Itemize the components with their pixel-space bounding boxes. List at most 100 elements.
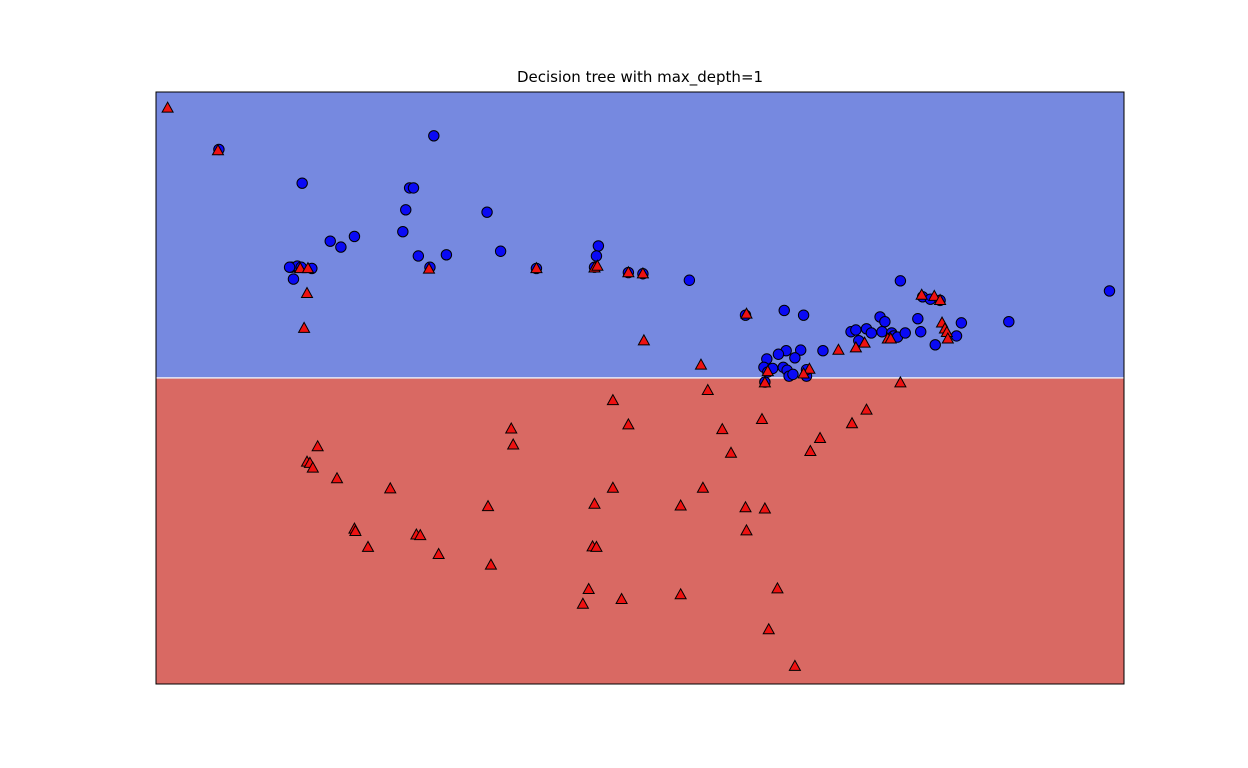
triangle-point [933,293,947,306]
triangle-point [481,499,495,512]
triangle-point [674,498,688,511]
circle-point [772,348,785,360]
triangle-point [161,101,174,113]
triangle-point [590,540,603,552]
triangle-point [637,333,651,346]
circle-point [789,352,801,364]
triangle-point [927,289,941,301]
triangle-point [622,265,635,278]
plot-frame [155,91,1125,685]
circle-point [400,204,412,216]
decision-regions [156,92,1124,684]
triangle-point [211,143,225,156]
triangle-point [755,412,769,425]
triangle-point [758,501,772,514]
triangle-point [361,540,375,552]
triangle-point [484,558,498,570]
triangle-point [701,383,715,396]
triangle-point [832,343,845,355]
triangle-point [576,597,590,609]
circle-point [407,182,420,194]
triangle-point [771,581,784,594]
triangle-point [762,622,776,635]
triangle-point [915,288,929,300]
chart-title: Decision tree with max_depth=1 [516,68,764,86]
triangle-point [432,547,446,560]
region-red [156,377,1124,684]
circle-point [397,226,409,238]
triangle-point [739,500,752,513]
triangle-point [694,358,708,370]
circle-point [683,274,696,286]
triangle-point [803,362,816,374]
circle-point [494,245,507,257]
circle-point [915,326,927,338]
triangle-point [674,587,688,600]
triangle-point [413,528,427,541]
triangle-point [306,461,320,473]
triangle-point [761,364,775,377]
circle-point [865,327,878,339]
circle-point [879,315,891,328]
circle-point [287,273,300,285]
triangle-point [422,262,436,274]
triangle-point [740,523,753,536]
triangle-point [383,481,397,494]
circle-point [876,326,888,338]
triangle-point [297,321,311,333]
triangle-point [696,481,710,493]
triangle-point [636,266,650,279]
circle-point [899,327,911,339]
circle-point [797,309,810,321]
triangle-point [311,439,325,452]
triangle-point [884,332,898,344]
triangle-point [941,332,955,344]
triangle-point [588,497,601,509]
data-points [161,101,1116,671]
triangle-point [858,336,871,348]
circle-point [283,261,296,273]
circle-point [481,206,493,218]
circle-point [817,345,829,357]
triangle-point [724,446,738,458]
circle-point [894,275,907,287]
triangle-point [860,403,873,415]
triangle-point [606,393,620,406]
triangle-point [606,481,620,493]
circle-point [428,130,440,142]
circle-point [412,250,425,262]
triangle-point [615,592,628,605]
triangle-point [715,422,729,435]
triangle-point [300,286,314,298]
triangle-point [845,416,859,429]
triangle-point [349,524,362,536]
circle-point [590,250,603,262]
circle-point [955,317,968,329]
triangle-point [788,659,802,671]
triangle-point [330,471,344,484]
circle-point [296,177,308,189]
triangle-point [591,259,604,271]
region-blue [156,92,1124,378]
circle-point [950,330,963,342]
triangle-point [804,444,817,457]
triangle-point [301,261,315,274]
triangle-point [504,422,518,434]
triangle-point [293,261,307,274]
triangle-point [582,582,596,594]
triangle-point [894,375,907,388]
circle-point [335,241,347,253]
circle-point [929,339,941,351]
triangle-point [797,366,810,379]
circle-point [794,344,807,356]
triangle-point [849,340,863,353]
circle-point [787,368,799,381]
triangle-point [740,307,753,319]
circle-point [912,313,924,325]
circle-point [850,324,862,336]
circle-point [440,249,453,261]
triangle-point [813,431,827,443]
triangle-point [530,261,543,274]
circle-point [348,230,361,243]
